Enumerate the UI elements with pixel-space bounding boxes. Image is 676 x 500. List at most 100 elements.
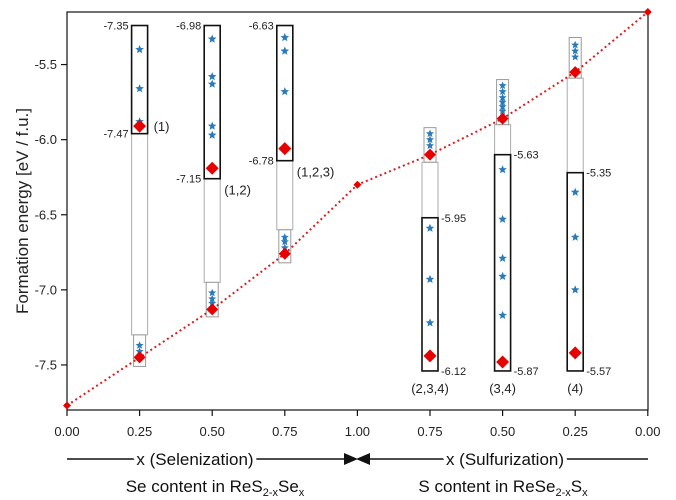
x-axis: 0.00 0.25 0.50 0.75 1.00 0.75 0.50 0.25 0.00 [54,410,660,439]
y-axis-label: Formation energy [eV / f.u.] [13,108,32,314]
x-tick-label: 0.75 [272,424,297,439]
panel-star [570,187,580,196]
panel-star [207,34,217,43]
cluster-star [280,233,289,241]
panel-bottom-energy: -5.87 [514,366,539,378]
sulfurization-arrow [356,453,648,465]
cluster-star [571,46,580,55]
content-label-right: S content in ReSe2-xSx [418,477,588,499]
panel-star [570,285,580,294]
zoom-connector [494,124,512,156]
zoom-connector [131,133,149,336]
plot-frame [66,11,649,411]
x-label-sulfurization: x (Sulfurization) [446,450,564,469]
cluster-star [135,347,144,355]
cluster-star [135,341,144,349]
x-tick-label: 0.25 [127,424,152,439]
site-label: (1) [154,119,170,134]
cluster-star [426,135,434,144]
zoom-panel [203,24,221,180]
panel-star [207,121,217,130]
cluster-star [280,237,289,246]
hull-point [643,8,652,16]
hull-point [496,112,509,125]
panel-bottom-energy: -7.15 [176,174,201,186]
x-label-selenization: x (Selenization) [136,450,253,469]
cluster-star [498,93,507,101]
hull-point [206,303,219,316]
zoom-connectors [131,77,584,336]
panel-star [498,310,507,319]
zoom-connector [566,77,584,174]
content-label-left: Se content in ReS2-xSex [126,477,305,499]
x-tick-label: 1.00 [345,424,370,439]
hull-dotted-line [66,11,649,407]
panel-bottom-energy: -5.57 [586,366,611,378]
panel-min-marker [278,142,292,156]
site-label: (1,2) [224,183,251,198]
panel-top-energy: -6.63 [249,21,274,33]
x-tick-label: 0.75 [417,424,442,439]
hull-point [63,401,71,410]
zoom-connector [276,160,294,231]
cluster-star [498,102,507,110]
panel-star [280,46,290,55]
zoom-panel [421,216,439,372]
panel-top-energy: -6.98 [176,21,201,33]
zoom-panel [566,171,585,372]
cluster-star [280,243,289,252]
panel-star [207,79,217,88]
panel-bottom-energy: -7.47 [104,129,129,141]
cluster-star [498,81,507,89]
panel-star [207,72,217,81]
cluster-star [498,97,507,106]
zoom-connector [421,161,439,219]
panel-star [498,253,507,262]
hull-point [353,180,362,189]
x-tick-label: 0.00 [54,424,79,439]
panel-star [498,271,507,280]
hull-point [133,351,146,364]
cluster-star [208,294,217,303]
cluster-star [208,299,217,307]
x-tick-label: 0.50 [200,424,225,439]
panel-star [135,84,144,93]
panel-star [135,45,144,54]
y-tick-label: -7.0 [35,282,57,297]
cluster-star [426,141,434,150]
x-tick-label: 0.25 [563,424,588,439]
site-label: (3,4) [489,381,516,396]
panel-star [425,223,435,232]
panel-star [425,318,435,327]
cluster-star [498,87,507,95]
hull-point [424,148,436,161]
y-axis: -5.5 -6.0 -6.5 -7.0 -7.5 [35,57,67,372]
cluster-star [571,40,580,49]
zoom-panel [130,24,149,135]
selenization-arrow [67,453,358,465]
site-label: (4) [567,381,583,396]
zoom-connector [203,178,221,283]
hull-point [278,247,291,260]
panel-star [280,33,290,42]
cluster-star [571,52,580,61]
panel-star [280,87,290,96]
cluster-star [208,288,217,297]
panel-star [498,165,507,174]
panel-min-marker [423,349,437,363]
panel-star [570,232,580,241]
panel-top-energy: -5.35 [586,168,611,180]
panel-star [207,130,217,139]
zoom-panels: -7.35 -7.47 (1) -6.98 -7.15 (1,2) -6.63 -6.78 (1… [104,21,612,396]
y-tick-label: -7.5 [35,357,57,372]
hull-point [569,66,582,79]
y-tick-label: -6.5 [35,207,57,222]
panel-min-marker [568,346,582,360]
hull-line [63,8,652,410]
cluster-star [498,106,507,115]
panel-min-marker [133,119,147,133]
x-tick-label: 0.50 [490,424,515,439]
panel-min-marker [496,355,510,369]
zoom-panel [493,153,512,372]
